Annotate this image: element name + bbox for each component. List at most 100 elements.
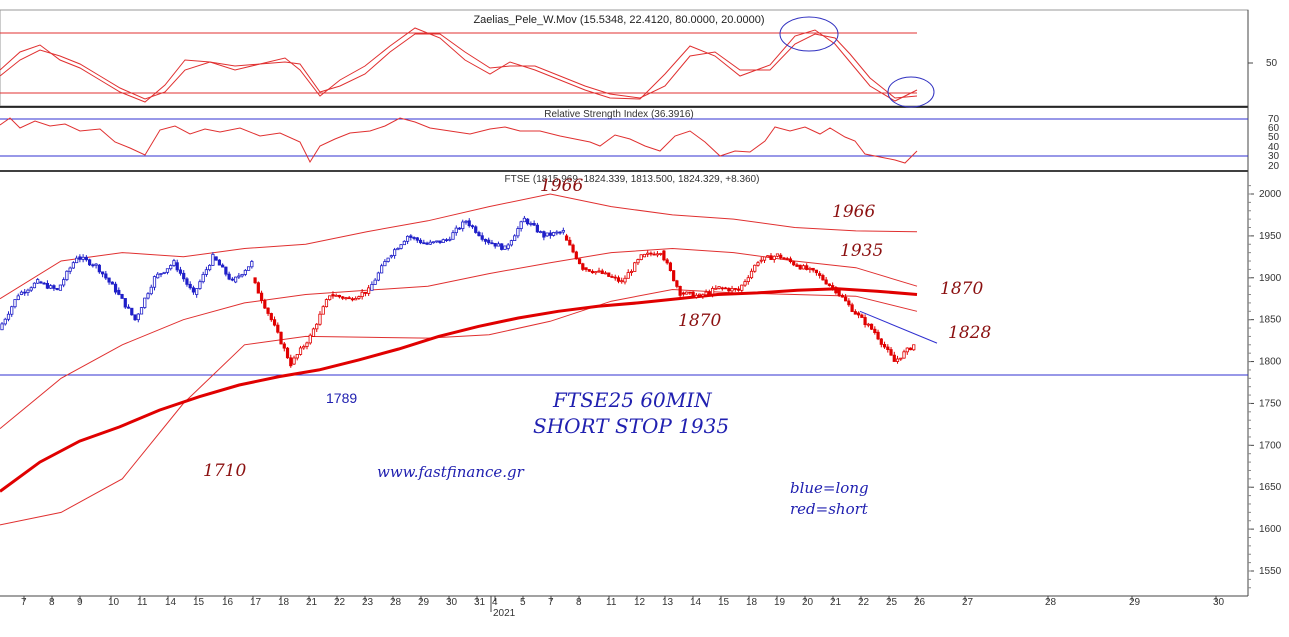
candle: [169, 265, 173, 270]
candle: [902, 351, 906, 359]
candle: [594, 271, 598, 274]
candle: [607, 272, 611, 277]
candle: [710, 288, 715, 295]
legend-short: red=short: [790, 500, 869, 518]
candle: [860, 314, 864, 318]
candle: [905, 347, 909, 353]
candle: [688, 291, 692, 294]
candle: [152, 276, 157, 288]
candle: [672, 270, 676, 282]
candle: [435, 240, 439, 243]
candle: [383, 261, 387, 267]
annotation-1966-top: 1966: [540, 176, 583, 196]
candle: [172, 260, 176, 266]
annotation-title-line2: SHORT STOP 1935: [533, 414, 729, 438]
candle: [217, 259, 221, 266]
candle: [253, 277, 257, 284]
time-tick-label: 21: [306, 597, 318, 608]
candle: [39, 281, 43, 284]
candle: [58, 284, 63, 291]
rsi-tick: 70: [1268, 114, 1280, 125]
candle: [827, 283, 831, 286]
candle: [769, 255, 773, 260]
candle: [373, 279, 377, 285]
time-tick-label: 20: [802, 597, 814, 608]
candle: [467, 220, 471, 227]
candle: [337, 294, 342, 298]
candle: [824, 279, 828, 285]
candle: [81, 256, 85, 260]
candle: [130, 307, 134, 316]
candle: [834, 287, 838, 294]
time-tick-label: 8: [576, 597, 582, 608]
candle: [107, 277, 111, 283]
candle: [908, 347, 913, 351]
candle: [733, 288, 737, 290]
candle: [844, 296, 848, 302]
candle: [305, 342, 309, 347]
candle: [94, 263, 98, 266]
candle: [347, 297, 351, 300]
price-tick-label: 1950: [1259, 231, 1282, 242]
candle: [431, 241, 436, 244]
candle: [886, 346, 890, 350]
candle: [564, 235, 569, 241]
candle: [840, 294, 844, 298]
time-tick-label: 28: [390, 597, 402, 608]
candle: [649, 252, 653, 255]
candle: [0, 323, 4, 331]
candle: [422, 242, 426, 245]
candle: [230, 278, 234, 281]
candle: [324, 299, 329, 308]
time-tick-label: 22: [858, 597, 870, 608]
candle: [493, 242, 497, 247]
candle: [26, 289, 30, 294]
price-tick-label: 1750: [1259, 398, 1282, 409]
candle: [156, 273, 160, 279]
time-tick-label: 8: [49, 597, 55, 608]
candle: [662, 250, 666, 261]
time-tick-label: 30: [1213, 597, 1225, 608]
candle: [899, 357, 903, 360]
annotation-1828: 1828: [948, 323, 991, 343]
time-tick-label: 29: [1129, 597, 1141, 608]
candle: [477, 232, 481, 237]
candle: [691, 291, 695, 298]
candle: [740, 284, 744, 291]
candle: [821, 275, 825, 281]
annotation-1710: 1710: [203, 461, 246, 481]
time-tick-label: 11: [137, 597, 148, 608]
candle: [646, 252, 650, 255]
annotation-1870-right: 1870: [940, 279, 983, 299]
candle: [227, 273, 231, 280]
candle: [195, 288, 199, 295]
candle: [71, 262, 75, 269]
candle: [856, 312, 861, 316]
candle: [334, 294, 338, 297]
candle: [143, 297, 147, 308]
candle: [529, 223, 533, 225]
candle: [16, 295, 20, 301]
time-tick-label: 7: [21, 597, 27, 608]
oscillator-line-slow: [0, 33, 918, 100]
candle: [146, 293, 150, 299]
candle: [302, 346, 306, 349]
candle: [873, 328, 877, 334]
candle: [448, 238, 452, 241]
candle: [454, 227, 458, 234]
candle: [866, 323, 870, 326]
candle: [208, 264, 212, 271]
candle: [441, 239, 445, 243]
candle: [113, 283, 118, 293]
candle: [149, 286, 153, 295]
middle-band: [0, 247, 918, 429]
candle: [759, 259, 763, 262]
candle: [100, 271, 105, 275]
candle: [863, 317, 867, 325]
candle: [285, 347, 290, 359]
oscillator-title: Zaelias_Pele_W.Mov (15.5348, 22.4120, 80…: [473, 14, 764, 26]
time-tick-label: 17: [250, 597, 262, 608]
candle: [428, 241, 432, 245]
upper-band: [0, 193, 918, 300]
candle: [13, 299, 17, 308]
